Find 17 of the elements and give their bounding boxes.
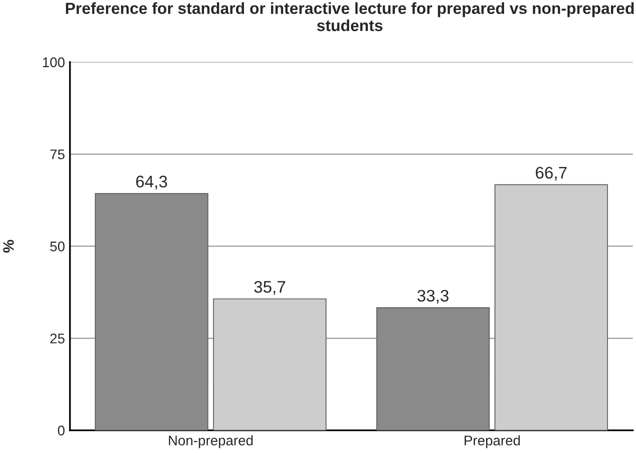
data-label: 35,7 xyxy=(254,280,286,295)
bar xyxy=(494,184,608,430)
data-label: 66,7 xyxy=(536,166,567,181)
bar xyxy=(376,307,490,430)
y-tick-label: 75 xyxy=(50,150,65,160)
chart-title: Preference for standard or interactive lecture for prepared vs non-prepared students xyxy=(66,2,634,32)
x-tick-label: Non-prepared xyxy=(168,435,253,448)
y-tick-label: 0 xyxy=(58,426,65,436)
data-label: 64,3 xyxy=(136,176,168,190)
bar xyxy=(213,298,326,430)
y-axis-title: % xyxy=(3,240,14,253)
y-tick-label: 25 xyxy=(50,334,65,344)
y-tick-label: 100 xyxy=(42,57,65,68)
y-tick-label: 50 xyxy=(50,242,65,252)
bar xyxy=(94,193,208,430)
data-label: 33,3 xyxy=(417,290,448,304)
x-tick-label: Prepared xyxy=(464,435,520,448)
